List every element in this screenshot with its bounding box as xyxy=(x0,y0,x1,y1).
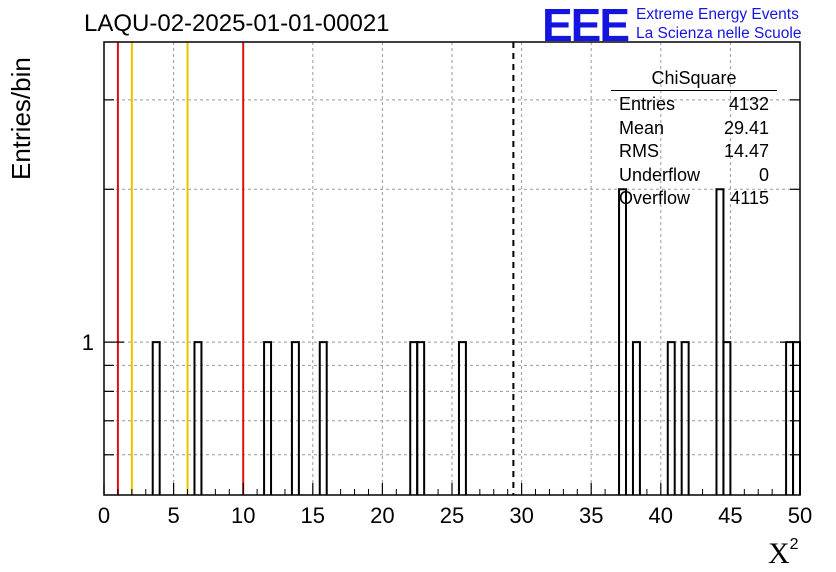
histogram-bar xyxy=(457,341,467,495)
logo-line-1: Extreme Energy Events xyxy=(636,6,799,23)
y-axis-label: Entries/bin xyxy=(6,57,36,180)
stats-label: Overflow xyxy=(619,188,691,208)
histogram-bar xyxy=(318,341,328,495)
histogram-bar xyxy=(290,341,300,495)
plot-frame xyxy=(103,41,801,496)
stats-label: RMS xyxy=(619,141,659,161)
stats-row-rms: RMS 14.47 xyxy=(611,140,777,164)
stats-label: Mean xyxy=(619,117,665,138)
stats-label: Underflow xyxy=(619,164,701,185)
histogram-bar xyxy=(631,341,641,495)
histogram-bar xyxy=(666,341,676,495)
x-tick-label: 0 xyxy=(98,503,110,528)
x-tick-label: 5 xyxy=(167,503,179,528)
stats-value: 4115 xyxy=(730,188,769,208)
stats-value: 14.47 xyxy=(723,141,769,161)
x-tick-label: 20 xyxy=(370,503,394,528)
stats-row-underflow: Underflow 0 xyxy=(611,164,777,188)
x-axis-label-superscript: 2 xyxy=(789,536,799,553)
histogram-bar xyxy=(151,341,161,495)
x-tick-label: 50 xyxy=(788,503,812,528)
eee-logo-mark: EEE xyxy=(542,0,630,51)
x-tick-label: 35 xyxy=(579,503,603,528)
y-tick-label: 1 xyxy=(82,330,94,355)
stats-row-overflow: Overflow 4115 xyxy=(611,187,777,211)
histogram-bar xyxy=(722,341,732,495)
axis-ticks: 0 5 10 15 20 25 30 35 40 45 50 1 xyxy=(82,99,812,528)
x-tick-label: 45 xyxy=(718,503,742,528)
x-tick-label: 10 xyxy=(231,503,255,528)
stats-label: Entries xyxy=(619,94,676,114)
histogram-bar xyxy=(193,341,203,495)
stats-box: ChiSquare Entries 4132 Mean 29.41 RMS 14.47… xyxy=(611,66,777,211)
x-tick-label: 30 xyxy=(509,503,533,528)
grid-lines xyxy=(104,42,800,495)
stats-value: 4132 xyxy=(728,94,769,114)
histogram-bar xyxy=(416,341,426,495)
histogram-bar xyxy=(680,341,690,495)
stats-row-entries: Entries 4132 xyxy=(611,93,777,117)
eee-logo: EEE Extreme Energy Events La Scienza nel… xyxy=(542,0,832,51)
stats-divider xyxy=(611,90,777,91)
x-tick-label: 25 xyxy=(440,503,464,528)
histogram-bar xyxy=(263,341,273,495)
chart-title: LAQU-02-2025-01-01-00021 xyxy=(84,10,390,37)
logo-line-2: La Scienza nelle Scuole xyxy=(636,25,802,42)
histogram-bars xyxy=(151,188,801,495)
reference-lines xyxy=(116,42,515,495)
stats-title: ChiSquare xyxy=(651,68,737,88)
x-axis-label-text: X xyxy=(768,537,790,570)
x-tick-label: 40 xyxy=(649,503,673,528)
histogram-bar xyxy=(618,188,627,495)
stats-row-mean: Mean 29.41 xyxy=(611,117,777,141)
x-axis-label: X2 xyxy=(768,536,799,571)
x-tick-label: 15 xyxy=(301,503,325,528)
stats-value: 29.41 xyxy=(723,117,769,138)
stats-value: 0 xyxy=(758,164,769,185)
